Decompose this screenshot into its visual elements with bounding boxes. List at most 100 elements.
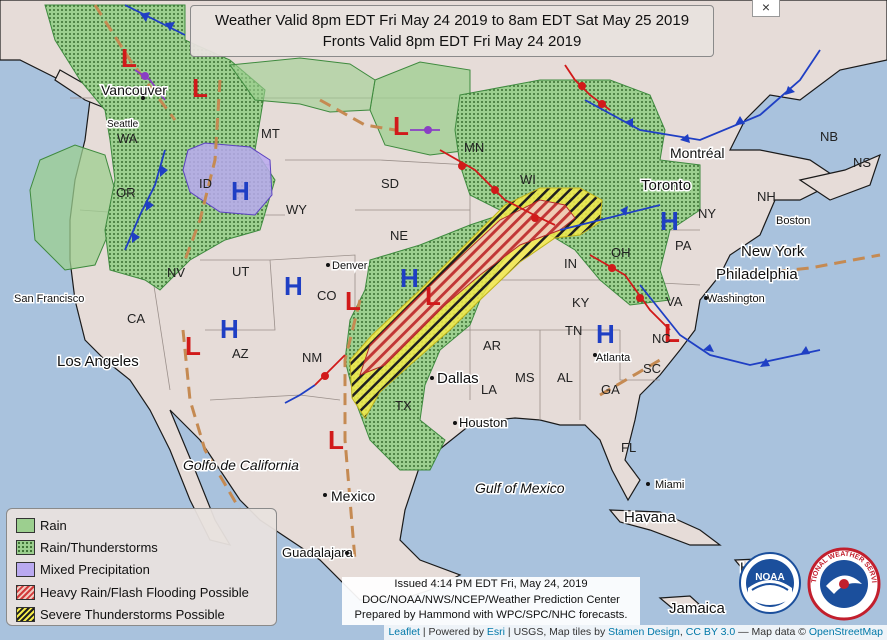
cold-front-northwest bbox=[124, 4, 186, 36]
state-label: NY bbox=[698, 206, 716, 221]
precip-areas bbox=[29, 4, 701, 471]
low-pressure-centers[interactable]: L L L L L L L L bbox=[121, 43, 680, 455]
occluded-markers bbox=[141, 72, 432, 134]
city-label: Vancouver bbox=[101, 82, 167, 98]
cold-front-midatlantic bbox=[639, 284, 821, 366]
city-label: Seattle bbox=[107, 119, 139, 130]
trough-intermountain bbox=[183, 79, 222, 261]
city-label: Washington bbox=[707, 293, 765, 305]
city-label: San Francisco bbox=[14, 293, 84, 305]
state-label: WY bbox=[286, 202, 307, 217]
state-label: UT bbox=[232, 264, 249, 279]
state-label: CA bbox=[127, 311, 145, 326]
attribution-text: | Powered by bbox=[419, 626, 487, 638]
jamaica-land bbox=[658, 595, 702, 609]
city-label: Atlanta bbox=[596, 352, 631, 364]
legend-label: Heavy Rain/Flash Flooding Possible bbox=[40, 584, 249, 600]
attribution-text: | USGS, Map tiles by bbox=[505, 626, 609, 638]
state-label: OR bbox=[116, 185, 136, 200]
state-label: GA bbox=[601, 382, 620, 397]
state-label: NS bbox=[853, 155, 871, 170]
low-center-colorado: L bbox=[345, 286, 361, 316]
cuba-land bbox=[608, 509, 722, 546]
fronts-valid-title: Fronts Valid 8pm EDT Fri May 24 2019 bbox=[322, 33, 582, 50]
low-center-nd: L bbox=[393, 111, 409, 141]
high-center-utah: H bbox=[284, 271, 303, 301]
low-center-kansas: L bbox=[425, 281, 441, 311]
city-label: Denver bbox=[332, 260, 368, 272]
trough-southeast bbox=[599, 358, 661, 397]
state-label: MT bbox=[261, 126, 280, 141]
legend-item-rain: Rain bbox=[16, 514, 276, 536]
state-label: AL bbox=[557, 370, 573, 385]
heavy-rain-swatch bbox=[16, 584, 35, 600]
map-attribution: Leaflet | Powered by Esri | USGS, Map ti… bbox=[384, 625, 887, 640]
state-label: TN bbox=[565, 323, 582, 338]
state-label: NM bbox=[302, 350, 322, 365]
legend: Rain Rain/Thunderstorms Mixed Precipitat… bbox=[6, 508, 277, 626]
cc-license-link[interactable]: CC BY 3.0 bbox=[685, 626, 736, 638]
state-label: NB bbox=[820, 129, 838, 144]
legend-label: Rain/Thunderstorms bbox=[40, 540, 158, 556]
severe-tstorms-area bbox=[349, 187, 603, 419]
city-label: Jamaica bbox=[669, 600, 726, 617]
state-label: WI bbox=[520, 172, 536, 187]
rain-thunderstorms-swatch bbox=[16, 540, 35, 556]
close-button[interactable]: × bbox=[752, 0, 780, 17]
state-label: LA bbox=[481, 382, 497, 397]
cold-front-ohio bbox=[559, 204, 661, 231]
warm-front-semicircles bbox=[321, 82, 644, 380]
trough-southwest bbox=[181, 329, 242, 511]
city-label: New York bbox=[741, 243, 805, 260]
city-label: Havana bbox=[624, 509, 676, 526]
esri-link[interactable]: Esri bbox=[486, 626, 506, 638]
city-label: Philadelphia bbox=[716, 266, 798, 283]
state-label: CO bbox=[317, 288, 337, 303]
leaflet-link[interactable]: Leaflet bbox=[388, 626, 420, 638]
high-center-idaho: H bbox=[231, 176, 250, 206]
map-title-box: Weather Valid 8pm EDT Fri May 24 2019 to… bbox=[190, 5, 714, 57]
high-pressure-centers[interactable]: H H H H H H bbox=[220, 176, 679, 349]
trough-highplains bbox=[343, 299, 362, 561]
mixed-precip-swatch bbox=[16, 562, 35, 578]
nova-scotia-land bbox=[798, 153, 881, 201]
state-label: NV bbox=[167, 265, 185, 280]
low-center-idaho: L bbox=[192, 73, 208, 103]
state-label: TX bbox=[395, 398, 412, 413]
state-label: WA bbox=[117, 131, 138, 146]
state-label: NH bbox=[757, 189, 776, 204]
legend-label: Rain bbox=[40, 517, 67, 533]
severe-tstorms-swatch bbox=[16, 607, 35, 623]
city-label: Houston bbox=[459, 415, 507, 430]
cold-front-triangles bbox=[132, 12, 810, 367]
stamen-link[interactable]: Stamen Design bbox=[608, 626, 680, 638]
prepared-by-line: Prepared by Hammond with WPC/SPC/NHC for… bbox=[354, 609, 628, 621]
city-label: Mexico bbox=[331, 488, 376, 504]
city-label: Gulf of Mexico bbox=[475, 480, 565, 496]
state-label: OH bbox=[611, 245, 631, 260]
legend-item-severe: Severe Thunderstorms Possible bbox=[16, 604, 276, 626]
city-label: Boston bbox=[776, 215, 810, 227]
issued-line: Issued 4:14 PM EDT Fri, May 24, 2019 bbox=[394, 578, 588, 590]
state-label: AR bbox=[483, 338, 501, 353]
osm-link[interactable]: OpenStreetMap bbox=[808, 626, 883, 638]
state-labels: WA OR CA NV ID MT WY UT AZ CO NM SD NE T… bbox=[116, 126, 871, 455]
legend-item-rain-thunderstorms: Rain/Thunderstorms bbox=[16, 536, 276, 558]
state-label: FL bbox=[621, 440, 636, 455]
low-center-nc: L bbox=[664, 318, 680, 348]
high-center-newyork: H bbox=[660, 206, 679, 236]
state-label: IN bbox=[564, 256, 577, 271]
attribution-text: — Map data © bbox=[735, 626, 809, 638]
high-center-tennessee: H bbox=[596, 319, 615, 349]
state-label: VA bbox=[666, 294, 683, 309]
heavy-rain-area bbox=[359, 199, 576, 376]
low-center-texas: L bbox=[328, 425, 344, 455]
state-label: AZ bbox=[232, 346, 249, 361]
low-center-bc: L bbox=[121, 43, 137, 73]
legend-item-heavy-rain: Heavy Rain/Flash Flooding Possible bbox=[16, 581, 276, 603]
state-label: NE bbox=[390, 228, 408, 243]
warm-front-texas bbox=[314, 354, 346, 386]
attribution-text: , bbox=[679, 626, 686, 638]
state-label: MN bbox=[464, 140, 484, 155]
